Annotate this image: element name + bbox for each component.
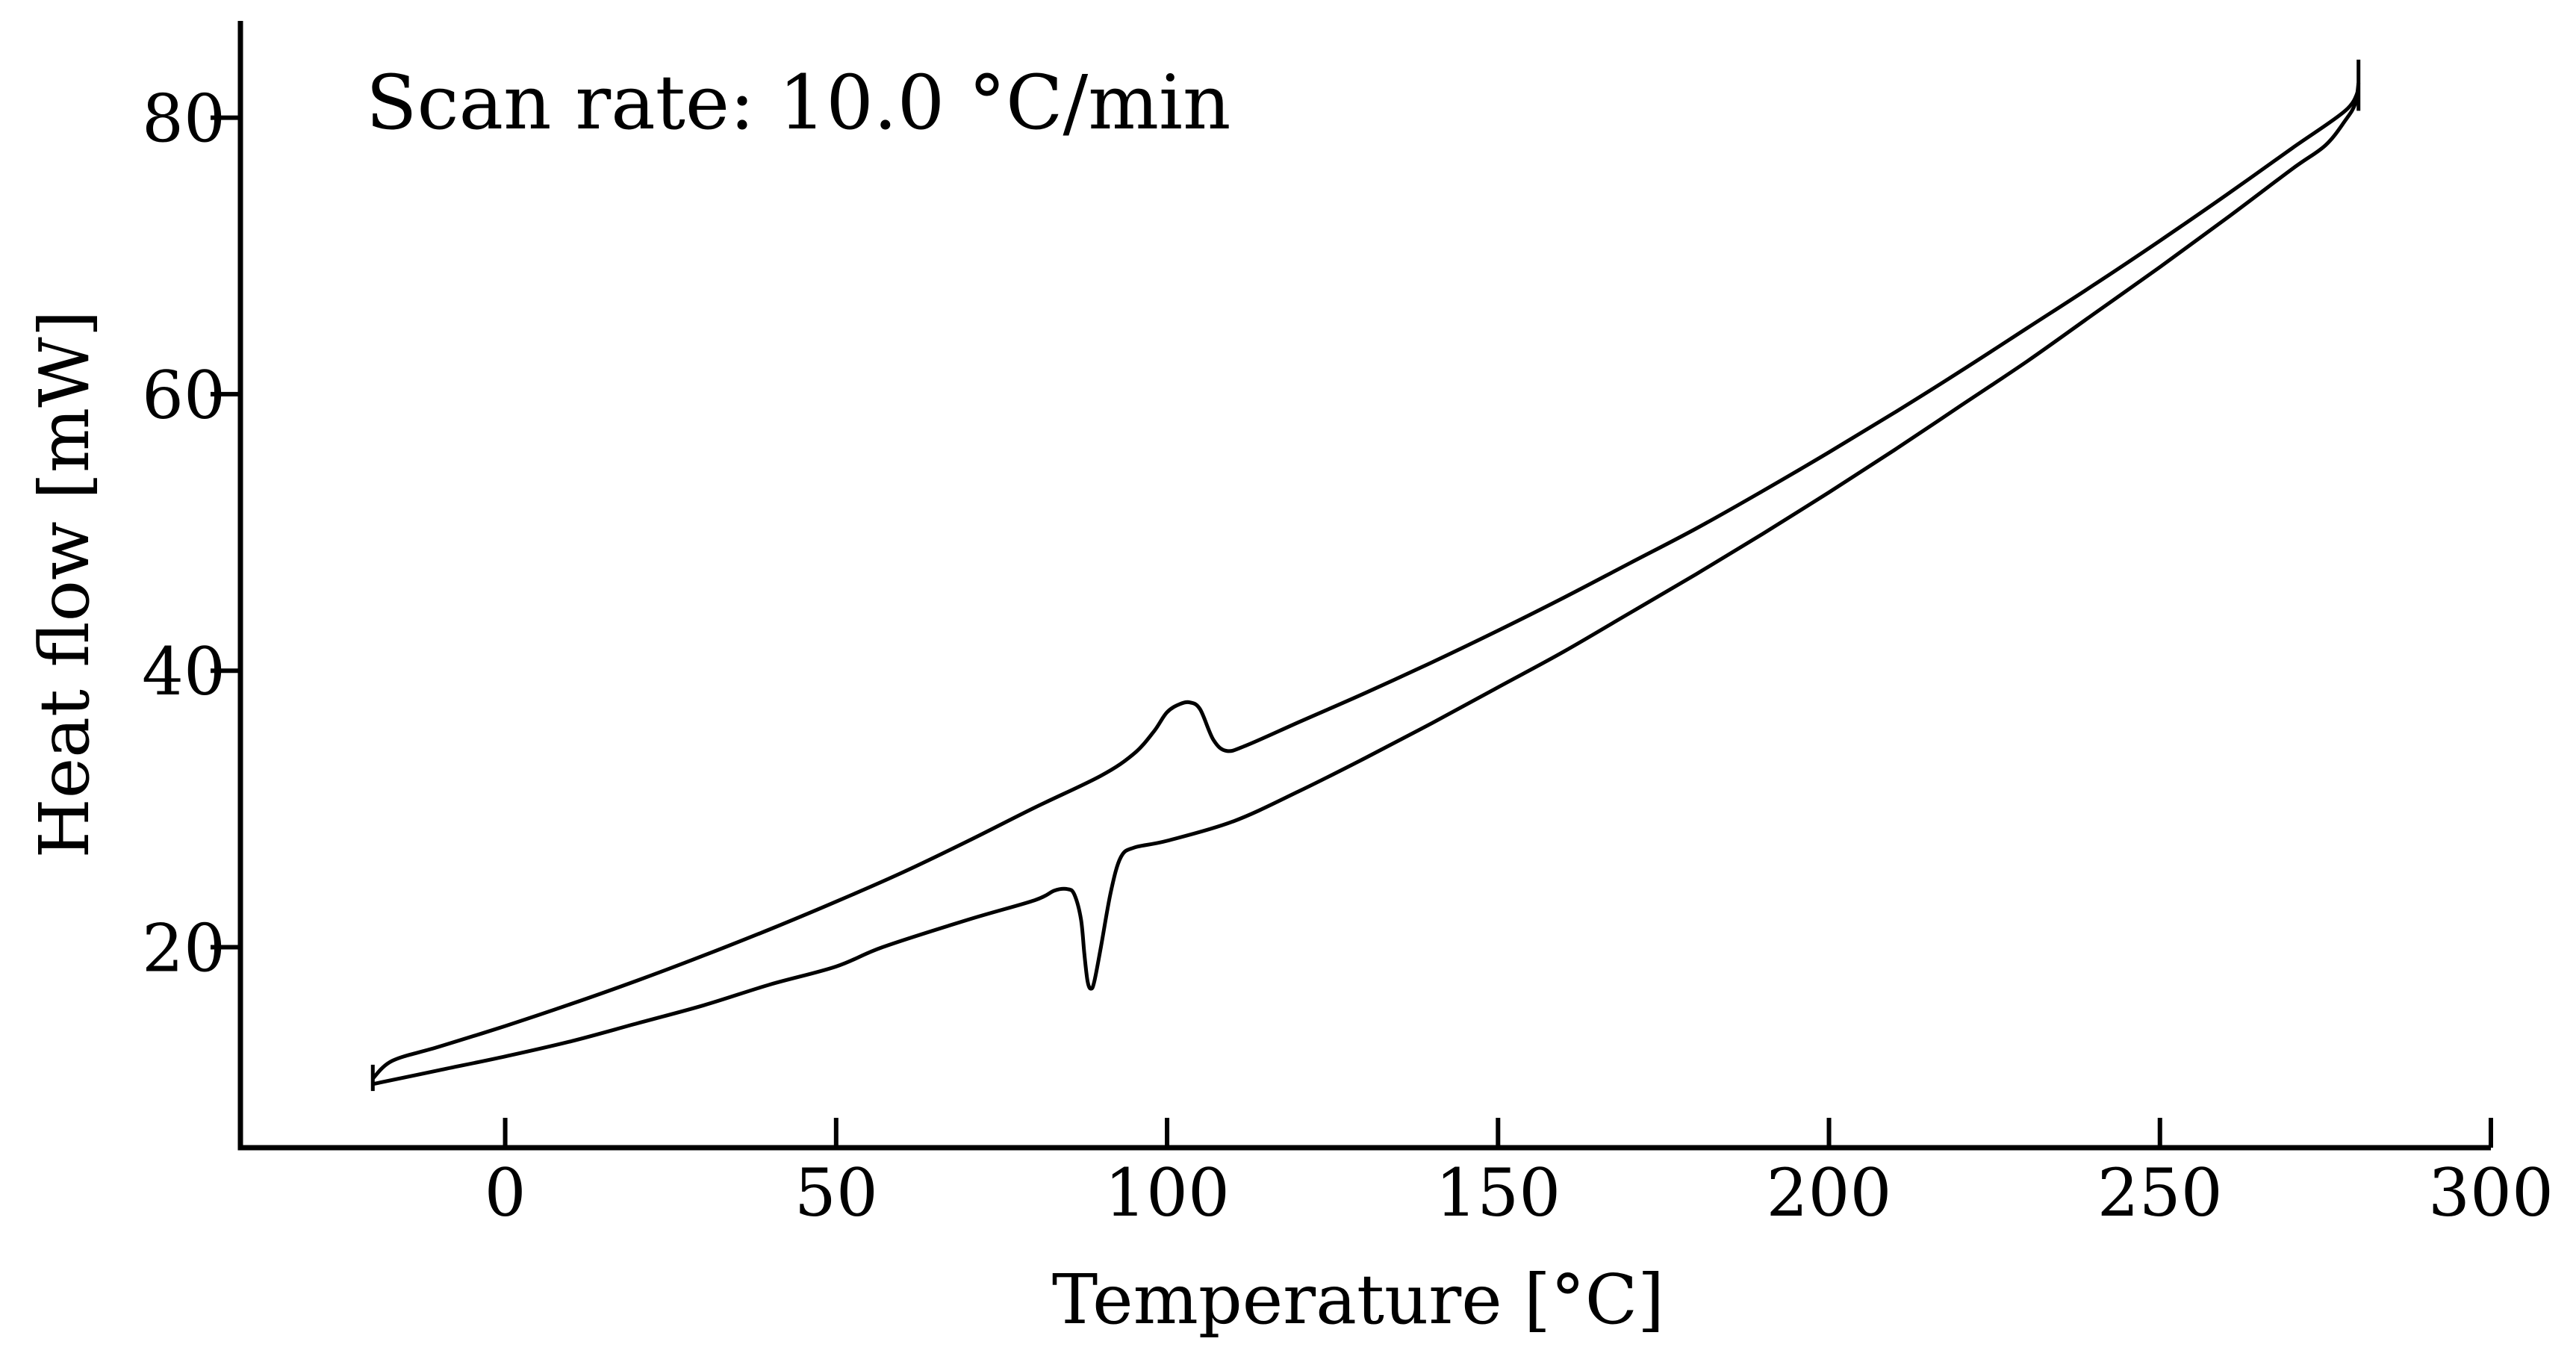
y-tick-label: 20 <box>142 910 225 987</box>
x-tick-label: 150 <box>1435 1154 1561 1231</box>
x-ticks: 0 50 100 150 200 250 300 <box>485 1118 2554 1231</box>
y-tick-label: 40 <box>142 633 225 710</box>
y-tick-label: 80 <box>142 81 225 158</box>
x-tick-label: 300 <box>2428 1154 2554 1231</box>
x-axis-title: Temperature [°C] <box>1052 1260 1664 1340</box>
series-layer <box>370 59 2361 1092</box>
x-tick-label: 0 <box>485 1154 526 1231</box>
y-axis-title: Heat flow [mW] <box>25 310 105 858</box>
y-tick-label: 60 <box>142 357 225 434</box>
x-tick-label: 50 <box>794 1154 878 1231</box>
x-tick-label: 200 <box>1767 1154 1892 1231</box>
heating-curve <box>371 89 2360 1080</box>
scan-rate-annotation: Scan rate: 10.0 °C/min <box>366 59 1231 146</box>
cooling-curve <box>372 82 2361 1086</box>
y-ticks: 20 40 60 80 <box>142 81 240 987</box>
x-tick-label: 100 <box>1104 1154 1230 1231</box>
x-tick-label: 250 <box>2097 1154 2223 1231</box>
